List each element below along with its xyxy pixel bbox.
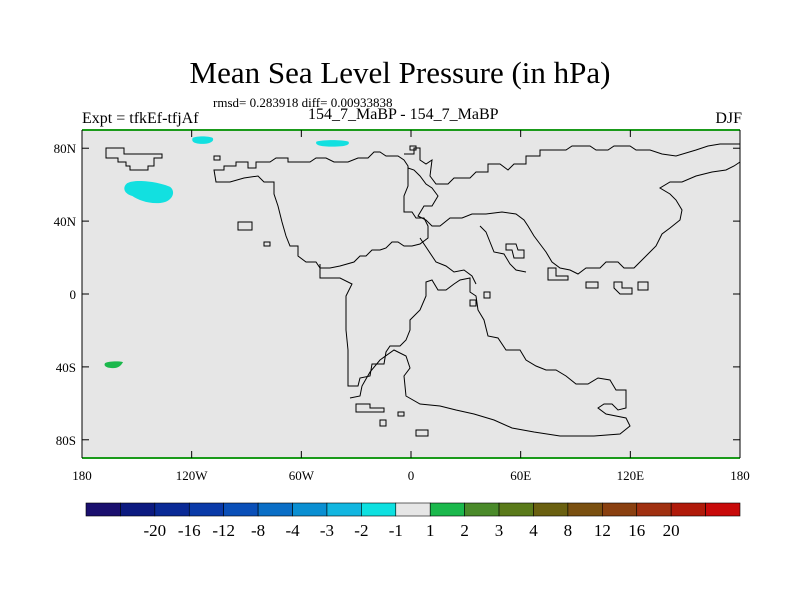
- colorbar-label: -8: [251, 521, 265, 540]
- coastline: [237, 221, 253, 231]
- colorbar-label: 20: [663, 521, 680, 540]
- y-tick-label: 0: [70, 287, 77, 302]
- coastline: [404, 143, 741, 275]
- coastline: [479, 225, 527, 273]
- colorbar-box: [567, 502, 603, 517]
- coastline: [105, 147, 163, 171]
- colorbar-box: [464, 502, 500, 517]
- colorbar-box: [602, 502, 638, 517]
- colorbar-box: [429, 502, 465, 517]
- coastline: [213, 155, 221, 161]
- plot-area: [82, 130, 740, 458]
- colorbar-box: [188, 502, 224, 517]
- x-tick-label: 0: [408, 468, 415, 483]
- colorbar-box: [292, 502, 328, 517]
- colorbar-box: [636, 502, 672, 517]
- chart-title: Mean Sea Level Pressure (in hPa): [189, 55, 611, 90]
- coastline: [585, 281, 599, 289]
- anomaly-shape: [124, 180, 174, 204]
- x-tick-label: 180: [72, 468, 92, 483]
- coastline: [397, 411, 405, 417]
- colorbar-label: -3: [320, 521, 334, 540]
- coastline: [263, 241, 271, 247]
- axes: 180 120W 60W 0 60E 120E 180 80N 40N 0 40S 80S: [54, 129, 750, 483]
- colorbar-box: [257, 502, 293, 517]
- stats-label: rmsd= 0.283918 diff= 0.00933838: [213, 95, 393, 110]
- coastline: [213, 151, 429, 269]
- colorbar-box: [395, 502, 431, 517]
- colorbar-box: [154, 502, 190, 517]
- colorbar-box: [533, 502, 569, 517]
- y-tick-label: 80S: [56, 433, 76, 448]
- coastline: [547, 267, 569, 281]
- x-tick-label: 60E: [510, 468, 531, 483]
- coastline: [379, 419, 387, 427]
- period-label: 154_7_MaBP - 154_7_MaBP: [308, 106, 499, 123]
- coastline: [415, 429, 429, 437]
- colorbar-box: [498, 502, 534, 517]
- x-tick-label: 60W: [289, 468, 315, 483]
- coastline: [409, 145, 417, 151]
- colorbar-label: -2: [354, 521, 368, 540]
- colorbar-label: 12: [594, 521, 611, 540]
- anomaly-shape: [104, 361, 124, 369]
- colorbar-box: [705, 502, 741, 517]
- coastline: [613, 281, 633, 295]
- colorbar-label: -20: [144, 521, 167, 540]
- colorbar-label: 1: [426, 521, 435, 540]
- y-tick-label: 40S: [56, 360, 76, 375]
- colorbar-label: 8: [564, 521, 573, 540]
- x-tick-label: 120E: [617, 468, 645, 483]
- colorbar: -20 -16 -12 -8 -4 -3 -2 -1 1 2 3 4 8 12 16 20: [85, 502, 741, 540]
- y-tick-label: 40N: [54, 214, 77, 229]
- colorbar-label: -4: [285, 521, 300, 540]
- y-tick-label: 80N: [54, 141, 77, 156]
- colorbar-label: -1: [389, 521, 403, 540]
- plot-background: [82, 130, 740, 458]
- colorbar-label: 16: [628, 521, 645, 540]
- colorbar-box: [326, 502, 362, 517]
- colorbar-box: [120, 502, 156, 517]
- x-tick-label: 180: [730, 468, 750, 483]
- anomaly-shape: [316, 140, 349, 147]
- experiment-label: Expt = tfkEf-tfjAf: [82, 110, 199, 127]
- colorbar-box: [223, 502, 259, 517]
- coastline: [483, 291, 491, 299]
- colorbar-label: 2: [460, 521, 469, 540]
- coastline: [355, 403, 385, 413]
- colorbar-label: -12: [212, 521, 235, 540]
- colorbar-label: -16: [178, 521, 201, 540]
- coastline: [419, 237, 477, 285]
- coastline: [319, 264, 631, 437]
- coastlines: [105, 143, 741, 437]
- colorbar-box: [85, 502, 121, 517]
- coastline: [505, 243, 525, 259]
- colorbar-label: 3: [495, 521, 504, 540]
- anomaly-region: [104, 361, 124, 369]
- colorbar-box: [670, 502, 706, 517]
- coastline: [469, 299, 477, 307]
- anomaly-shape: [192, 136, 214, 144]
- anomaly-region: [316, 140, 349, 147]
- anomaly-region: [192, 136, 214, 144]
- season-label: DJF: [715, 110, 742, 127]
- x-tick-label: 120W: [176, 468, 209, 483]
- colorbar-box: [361, 502, 397, 517]
- anomaly-region: [124, 180, 174, 204]
- coastline: [637, 281, 649, 291]
- colorbar-label: 4: [529, 521, 538, 540]
